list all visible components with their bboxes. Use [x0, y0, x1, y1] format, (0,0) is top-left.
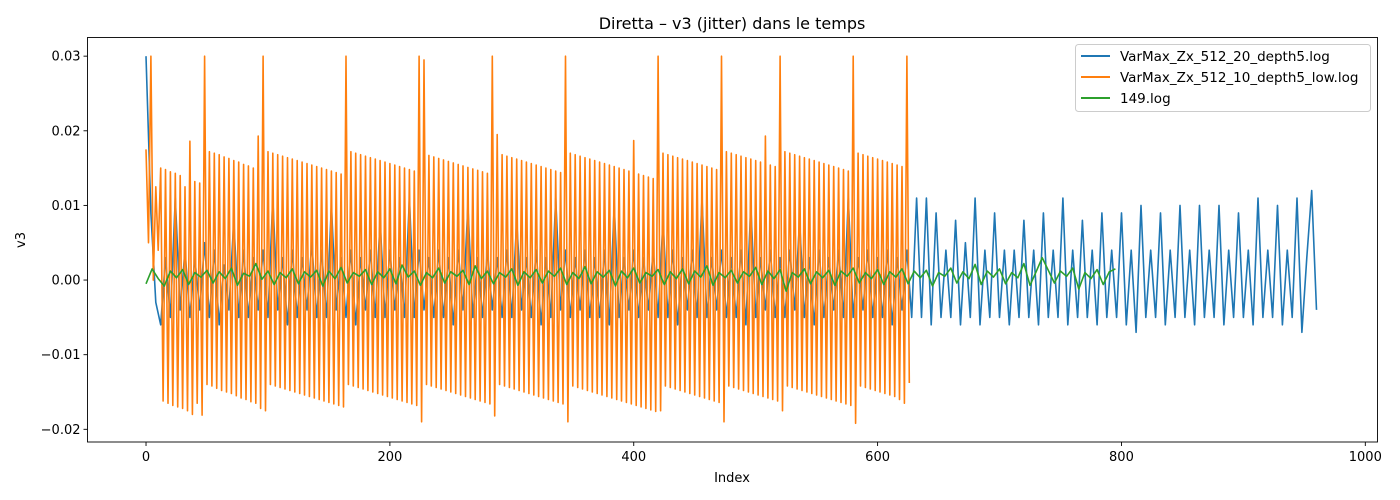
- legend-label: 149.log: [1120, 91, 1171, 107]
- y-tick-label: 0.02: [52, 124, 81, 139]
- x-tick-label: 600: [865, 450, 890, 465]
- legend: VarMax_Zx_512_20_depth5.log VarMax_Zx_512…: [1075, 44, 1371, 112]
- chart-title: Diretta – v3 (jitter) dans le temps: [599, 14, 866, 33]
- plot-area: [145, 55, 1318, 425]
- y-axis: −0.02 −0.01 0.00 0.01 0.02 0.03: [41, 50, 88, 438]
- legend-label: VarMax_Zx_512_10_depth5_low.log: [1120, 70, 1358, 86]
- series-line-0: [145, 56, 1318, 334]
- legend-frame: [1075, 44, 1371, 112]
- x-tick-label: 800: [1109, 450, 1134, 465]
- series-line-2: [145, 256, 1116, 292]
- y-tick-label: −0.01: [41, 348, 81, 363]
- y-axis-label: v3: [14, 232, 29, 248]
- y-tick-label: 0.01: [52, 199, 81, 214]
- y-tick-label: 0.00: [52, 274, 81, 289]
- x-axis: 0 200 400 600 800 1000: [142, 442, 1382, 465]
- x-axis-label: Index: [714, 471, 750, 486]
- legend-label: VarMax_Zx_512_20_depth5.log: [1120, 49, 1330, 65]
- x-tick-label: 200: [377, 450, 402, 465]
- x-tick-label: 1000: [1349, 450, 1382, 465]
- x-tick-label: 0: [142, 450, 150, 465]
- y-tick-label: 0.03: [52, 50, 81, 65]
- axes-frame: [87, 37, 1378, 443]
- y-tick-label: −0.02: [41, 423, 81, 438]
- x-tick-label: 400: [621, 450, 646, 465]
- series-line-1: [145, 55, 911, 425]
